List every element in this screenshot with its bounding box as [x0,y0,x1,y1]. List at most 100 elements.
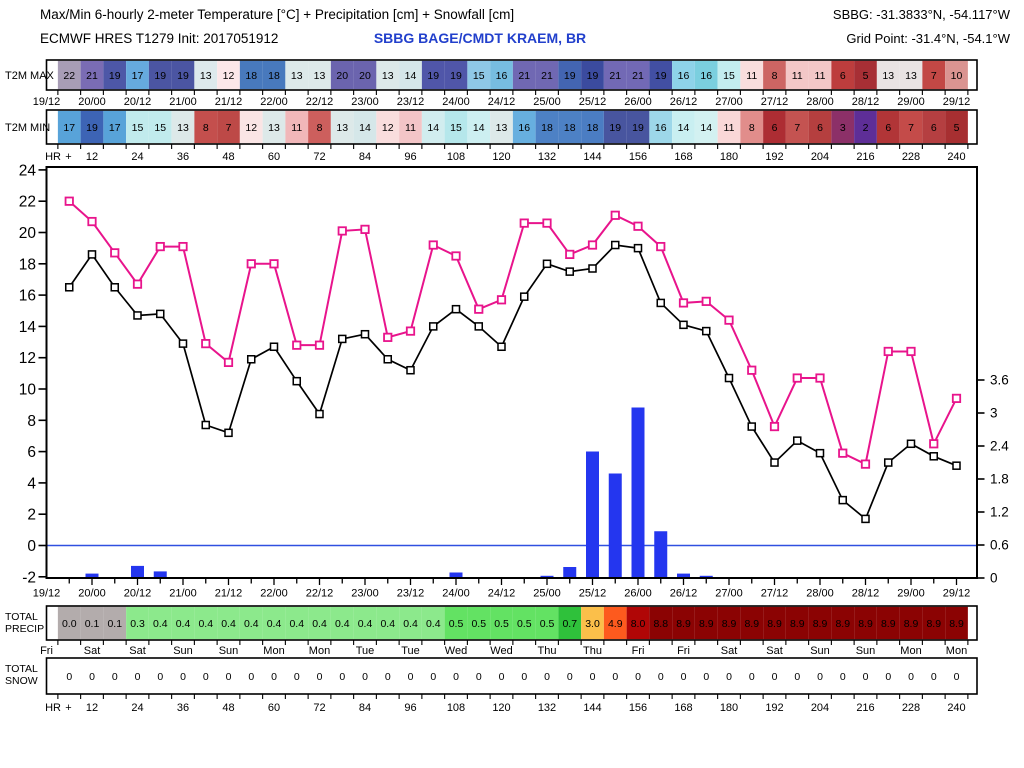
tmin-marker [201,420,211,430]
day-label: Sat [766,645,783,657]
t2m-min-value: 13 [268,122,280,134]
day-label: Sat [721,645,738,657]
chart-date-label: 20/00 [78,588,106,600]
temp-axis-label: 12 [19,350,36,367]
hour-label-top: 144 [583,151,601,163]
t2m-min-value: 8 [317,122,323,134]
t2m-min-cell [467,110,491,144]
t2m-max-cell [80,60,104,90]
t2m-max-cell [194,60,218,90]
t2m-min-cell [854,110,877,144]
total-snow-value: 0 [157,671,163,683]
day-label: Sun [219,645,239,657]
t2m-max-value: 11 [815,70,826,82]
tmax-marker [724,315,734,325]
hour-label-bottom: 144 [583,702,601,714]
total-precip-value: 0.4 [221,618,236,630]
total-precip-value: 0.4 [426,618,441,630]
t2m-min-value: 14 [700,122,712,134]
total-precip-value: 0.4 [153,618,168,630]
date-label: 23/12 [397,96,425,108]
total-snow-value: 0 [840,671,846,683]
hour-label-bottom: 48 [222,702,234,714]
hr-plus-top: + [65,151,71,163]
total-precip-cell [490,606,513,640]
day-label: Sun [810,645,830,657]
precip-bar [586,451,599,578]
t2m-max-row-label: T2M MAX [5,70,55,82]
tmax-marker [610,210,620,220]
t2m-max-value: 19 [177,70,189,82]
tmin-marker [724,373,734,383]
tmax-marker [314,340,325,350]
t2m-min-cell [148,110,172,144]
hour-label-top: 36 [177,151,189,163]
t2m-max-value: 22 [63,70,75,82]
hour-label-bottom: 156 [629,702,647,714]
date-label: 22/00 [260,96,288,108]
t2m-min-value: 19 [609,122,621,134]
day-label: Fri [677,645,690,657]
hour-label-bottom: 216 [856,702,874,714]
tmin-marker [110,283,120,292]
tmax-marker [337,226,347,236]
total-precip-cell [603,606,627,640]
precip-axis-label: 1.8 [990,472,1009,487]
chart-date-label: 22/00 [260,588,288,600]
total-snow-value: 0 [772,671,778,683]
tmax-marker [565,249,575,260]
tmin-marker [610,240,620,250]
total-precip-value: 8.9 [949,618,964,630]
total-snow-value: 0 [521,671,527,683]
date-label: 24/00 [442,96,470,108]
t2m-max-cell [421,60,445,90]
t2m-min-cell [308,110,331,144]
total-precip-value: 8.9 [904,618,919,630]
tmin-marker [269,342,279,352]
t2m-max-cell [171,60,195,90]
total-precip-value: 8.9 [835,618,850,630]
tmin-marker [861,514,870,524]
t2m-min-cell [171,110,195,144]
tmin-marker [701,326,711,336]
date-label: 22/12 [306,96,334,108]
day-label: Tue [356,645,375,657]
t2m-min-value: 11 [291,122,302,134]
total-precip-cell [899,606,923,640]
total-precip-cell [626,606,650,640]
tmax-marker [792,373,802,383]
t2m-min-cell [194,110,218,144]
tmax-marker [405,326,416,336]
hour-label-top: 24 [131,151,143,163]
tmax-marker [542,218,552,228]
tmax-marker [587,240,598,250]
t2m-max-cell [899,60,923,90]
total-precip-cell [922,606,946,640]
hour-label-top: 96 [404,151,416,163]
precip-axis-label: 3 [990,406,998,421]
date-label: 19/12 [33,96,61,108]
t2m-max-cell [854,60,877,90]
date-label: 25/12 [579,96,607,108]
date-label: 21/12 [215,96,243,108]
t2m-max-cell [148,60,172,90]
precip-axis-label: 1.2 [990,505,1009,520]
t2m-max-cell [831,60,855,90]
t2m-max-value: 19 [564,70,576,82]
total-snow-value: 0 [499,671,505,683]
hour-label-top: 84 [359,151,371,163]
t2m-max-cell [649,60,673,90]
t2m-max-value: 13 [382,70,394,82]
tmin-marker [155,309,165,319]
precip-bar [131,565,144,578]
precip-bar [608,473,622,578]
total-precip-cell [217,606,240,640]
total-precip-cell [103,606,127,640]
total-precip-value: 0.3 [130,618,145,630]
temp-axis-label: 4 [27,475,36,492]
t2m-min-cell [103,110,127,144]
tmin-marker [565,267,575,276]
tmin-marker [337,334,347,344]
day-label: Sat [129,645,146,657]
